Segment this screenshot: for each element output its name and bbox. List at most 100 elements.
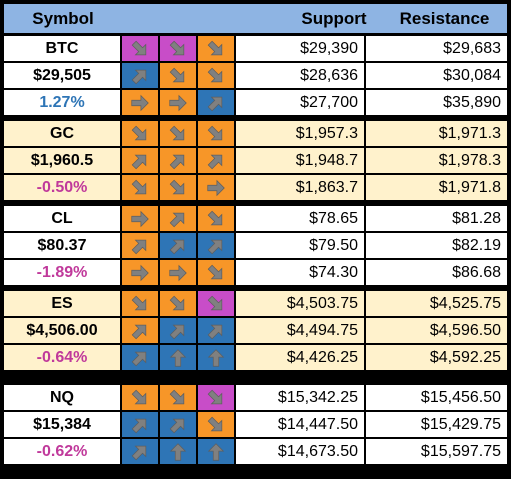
trend-arrow-down-right-icon: [198, 63, 234, 88]
support-cell: $78.65: [236, 206, 364, 231]
trend-arrow-up-right-icon: [122, 345, 158, 370]
change-cell: -1.89%: [4, 260, 120, 285]
trend-arrow-down-right-icon: [160, 175, 196, 200]
trend-arrow-down-right-icon: [198, 36, 234, 61]
trend-arrow-up-right-icon: [122, 148, 158, 173]
resistance-cell: $86.68: [366, 260, 507, 285]
symbol-group: CL $78.65 $81.28 $80.37 $79.50 $82.19 -1.89% $7…: [4, 206, 507, 285]
symbol-cell: ES: [4, 291, 120, 316]
trend-arrow-up-right-icon: [198, 90, 234, 115]
trend-arrow-up-right-icon: [122, 233, 158, 258]
support-cell: $4,503.75: [236, 291, 364, 316]
support-cell: $79.50: [236, 233, 364, 258]
support-cell: $15,342.25: [236, 385, 364, 410]
symbol-column-header: Symbol: [32, 8, 94, 28]
trend-arrow-right-icon: [160, 260, 196, 285]
table-row: $15,384 $14,447.50 $15,429.75: [4, 412, 507, 437]
trend-arrow-up-right-icon: [122, 63, 158, 88]
resistance-cell: $29,683: [366, 36, 507, 61]
table-row: 1.27% $27,700 $35,890: [4, 90, 507, 115]
trend-arrow-up-icon: [198, 345, 234, 370]
table-row: $29,505 $28,636 $30,084: [4, 63, 507, 88]
support-cell: $4,426.25: [236, 345, 364, 370]
resistance-cell: $1,971.8: [366, 175, 507, 200]
trend-arrow-up-right-icon: [122, 412, 158, 437]
resistance-cell: $15,597.75: [366, 439, 507, 464]
trend-arrow-up-icon: [160, 345, 196, 370]
change-cell: 1.27%: [4, 90, 120, 115]
table-row: ES $4,503.75 $4,525.75: [4, 291, 507, 316]
trend-arrow-down-right-icon: [122, 36, 158, 61]
trend-arrow-down-right-icon: [160, 121, 196, 146]
trend-arrow-down-right-icon: [160, 385, 196, 410]
symbol-group: BTC $29,390 $29,683 $29,505 $28,636 $30,084 1.…: [4, 36, 507, 115]
trend-arrow-down-right-icon: [160, 63, 196, 88]
resistance-cell: $82.19: [366, 233, 507, 258]
symbol-cell: CL: [4, 206, 120, 231]
resistance-cell: $1,971.3: [366, 121, 507, 146]
trend-arrow-right-icon: [122, 90, 158, 115]
trend-arrow-down-right-icon: [198, 121, 234, 146]
support-cell: $14,673.50: [236, 439, 364, 464]
trend-arrow-up-right-icon: [198, 148, 234, 173]
table-row: $4,506.00 $4,494.75 $4,596.50: [4, 318, 507, 343]
trend-arrow-down-right-icon: [198, 206, 234, 231]
change-cell: -0.50%: [4, 175, 120, 200]
table-row: GC $1,957.3 $1,971.3: [4, 121, 507, 146]
symbol-cell: BTC: [4, 36, 120, 61]
trend-arrow-down-right-icon: [198, 291, 234, 316]
change-cell: -0.64%: [4, 345, 120, 370]
trend-arrow-down-right-icon: [198, 412, 234, 437]
support-column-header: Support: [301, 8, 367, 28]
price-cell: $80.37: [4, 233, 120, 258]
trend-arrow-down-right-icon: [160, 36, 196, 61]
resistance-cell: $81.28: [366, 206, 507, 231]
resistance-column-header: Resistance: [399, 8, 490, 28]
support-cell: $1,863.7: [236, 175, 364, 200]
support-cell: $27,700: [236, 90, 364, 115]
resistance-cell: $4,525.75: [366, 291, 507, 316]
support-cell: $74.30: [236, 260, 364, 285]
trend-arrow-right-icon: [122, 206, 158, 231]
table-row: $1,960.5 $1,948.7 $1,978.3: [4, 148, 507, 173]
support-cell: $4,494.75: [236, 318, 364, 343]
symbol-group: NQ $15,342.25 $15,456.50 $15,384 $14,447.50 $…: [4, 385, 507, 464]
symbol-group: GC $1,957.3 $1,971.3 $1,960.5 $1,948.7 $1,978…: [4, 121, 507, 200]
trend-arrow-down-right-icon: [122, 385, 158, 410]
trend-arrow-up-right-icon: [122, 439, 158, 464]
symbol-cell: GC: [4, 121, 120, 146]
trend-arrow-down-right-icon: [122, 175, 158, 200]
price-cell: $4,506.00: [4, 318, 120, 343]
table-row: NQ $15,342.25 $15,456.50: [4, 385, 507, 410]
trend-arrow-up-right-icon: [198, 233, 234, 258]
resistance-cell: $35,890: [366, 90, 507, 115]
trend-arrow-up-right-icon: [160, 206, 196, 231]
table-header: Symbol Support Resistance: [4, 4, 507, 33]
support-cell: $28,636: [236, 63, 364, 88]
trend-arrow-right-icon: [160, 90, 196, 115]
table-row: CL $78.65 $81.28: [4, 206, 507, 231]
trend-arrow-up-right-icon: [198, 318, 234, 343]
trend-arrow-up-right-icon: [160, 412, 196, 437]
trend-arrow-up-icon: [160, 439, 196, 464]
trend-arrow-down-right-icon: [198, 385, 234, 410]
trend-arrow-right-icon: [122, 260, 158, 285]
resistance-cell: $4,596.50: [366, 318, 507, 343]
table-row: -0.50% $1,863.7 $1,971.8: [4, 175, 507, 200]
trend-arrow-up-right-icon: [160, 148, 196, 173]
support-cell: $1,948.7: [236, 148, 364, 173]
price-cell: $1,960.5: [4, 148, 120, 173]
resistance-cell: $4,592.25: [366, 345, 507, 370]
trend-arrow-down-right-icon: [122, 291, 158, 316]
resistance-cell: $15,429.75: [366, 412, 507, 437]
trend-arrow-up-icon: [198, 439, 234, 464]
table-row: -1.89% $74.30 $86.68: [4, 260, 507, 285]
trend-arrow-down-right-icon: [198, 260, 234, 285]
trend-arrow-up-right-icon: [160, 233, 196, 258]
table-row: $80.37 $79.50 $82.19: [4, 233, 507, 258]
resistance-cell: $15,456.50: [366, 385, 507, 410]
trend-arrow-down-right-icon: [122, 121, 158, 146]
symbol-cell: NQ: [4, 385, 120, 410]
support-cell: $29,390: [236, 36, 364, 61]
